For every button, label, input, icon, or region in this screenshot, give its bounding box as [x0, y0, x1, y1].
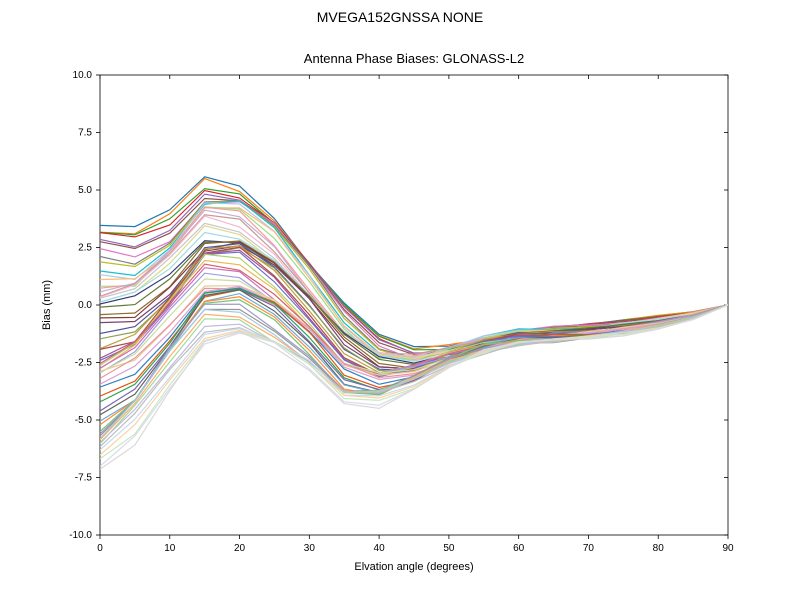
x-tick-label: 80	[653, 543, 665, 554]
y-tick-label: 10.0	[73, 70, 93, 81]
y-tick-label: -2.5	[75, 358, 93, 369]
chart-subtitle: Antenna Phase Biases: GLONASS-L2	[304, 51, 524, 66]
chart-container: 0 10 20 30 40 50 60 70 80 90 -10.0 -7.5 -5.0 -2.5 0.0 2…	[0, 0, 800, 600]
series-line	[100, 202, 728, 360]
series-line	[100, 201, 728, 361]
series-line	[100, 207, 728, 359]
x-tick-label: 0	[97, 543, 103, 554]
x-tick-label: 60	[513, 543, 525, 554]
x-axis-label: Elvation angle (degrees)	[354, 561, 473, 573]
y-tick-label: 5.0	[78, 185, 92, 196]
y-axis-label: Bias (mm)	[41, 280, 53, 330]
series-line	[100, 233, 728, 362]
chart-suptitle: MVEGA152GNSSA NONE	[317, 9, 484, 25]
data-group	[100, 177, 728, 469]
y-tick-label: -5.0	[75, 415, 93, 426]
y-tick-label: 0.0	[78, 300, 92, 311]
y-tick-label: 2.5	[78, 243, 92, 254]
x-tick-label: 40	[374, 543, 386, 554]
series-line	[100, 241, 728, 363]
x-tick-label: 30	[304, 543, 316, 554]
chart-svg: 0 10 20 30 40 50 60 70 80 90 -10.0 -7.5 -5.0 -2.5 0.0 2…	[0, 0, 800, 600]
y-tick-label: -10.0	[69, 530, 92, 541]
y-tick-label: -7.5	[75, 473, 93, 484]
y-tick-label: 7.5	[78, 128, 92, 139]
plot-border	[100, 75, 728, 535]
x-tick-label: 70	[583, 543, 595, 554]
x-tick-label: 10	[164, 543, 176, 554]
series-line	[100, 201, 728, 361]
x-tick-label: 90	[722, 543, 734, 554]
x-tick-label: 50	[443, 543, 455, 554]
x-tick-label: 20	[234, 543, 246, 554]
